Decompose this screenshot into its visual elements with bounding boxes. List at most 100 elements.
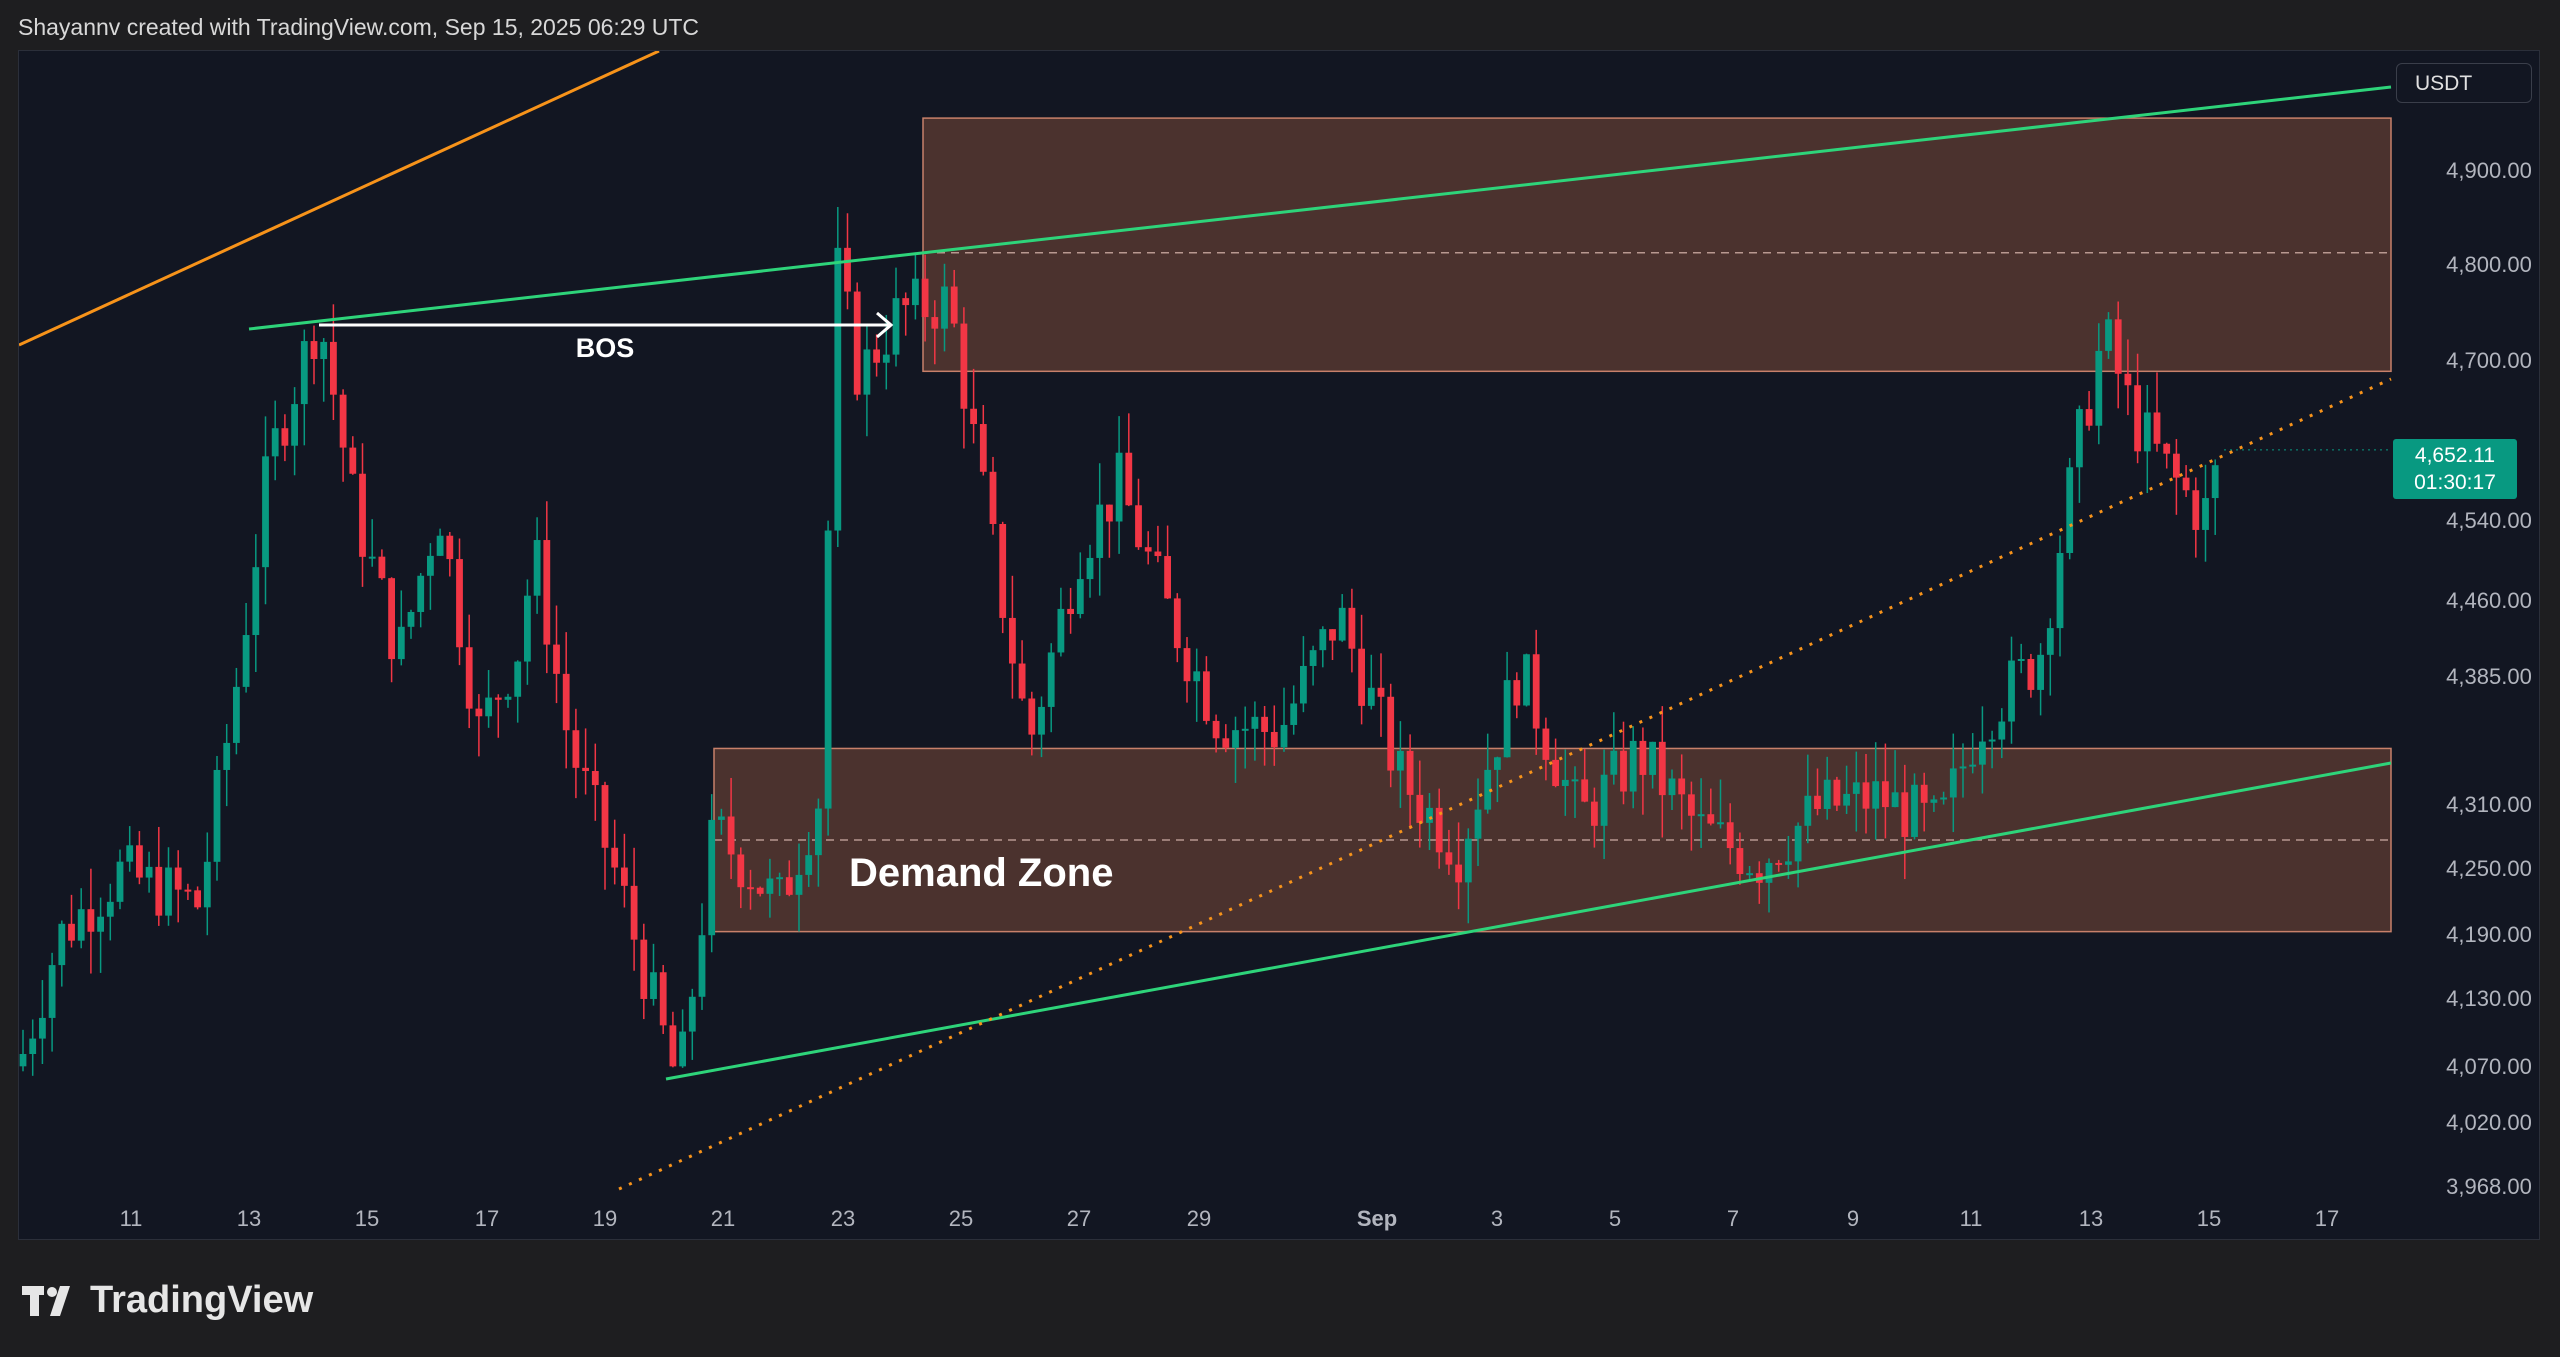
- candle-body: [1222, 738, 1230, 748]
- candle-body: [1018, 663, 1026, 699]
- candle-body: [1416, 794, 1424, 823]
- candle-body: [320, 341, 328, 360]
- chart-area[interactable]: 5,000.004,900.004,800.004,700.004,540.00…: [18, 50, 2540, 1240]
- candle-body: [1096, 504, 1104, 558]
- candle-body: [233, 686, 240, 743]
- last-price-value: 4,652.11: [2414, 444, 2496, 467]
- bar-countdown: 01:30:17: [2414, 471, 2496, 494]
- candle-body: [2143, 412, 2151, 452]
- candle-body: [582, 767, 589, 771]
- candle-body: [1309, 650, 1317, 666]
- candle-body: [640, 939, 648, 999]
- candle-body: [1445, 852, 1453, 865]
- x-tick-label: 27: [1067, 1206, 1091, 1231]
- candle-body: [1125, 452, 1133, 506]
- candle-body: [1959, 766, 1967, 769]
- candle-body: [1183, 648, 1191, 682]
- candle-body: [262, 456, 269, 568]
- y-tick-label: 4,385.00: [2446, 664, 2532, 689]
- trendlines-layer: [19, 51, 2392, 1191]
- candle-body: [291, 404, 298, 446]
- candle-body: [766, 878, 774, 894]
- candle-body: [960, 323, 968, 409]
- y-axis: 5,000.004,900.004,800.004,700.004,540.00…: [2446, 62, 2532, 1199]
- candle-body: [1144, 547, 1152, 552]
- candle-body: [2153, 412, 2161, 444]
- candle-body: [1261, 716, 1268, 732]
- candle-body: [2027, 658, 2035, 690]
- candle-body: [1629, 740, 1637, 792]
- candle-body: [1814, 795, 1821, 809]
- candle-body: [844, 247, 851, 292]
- candle-body: [1542, 728, 1550, 760]
- candle-body: [1746, 873, 1753, 876]
- candle-body: [1862, 782, 1870, 809]
- candle-body: [1639, 740, 1647, 775]
- candle-body: [912, 278, 919, 306]
- candle-body: [756, 887, 764, 894]
- x-tick-label: 25: [949, 1206, 973, 1231]
- candle-body: [1270, 731, 1278, 748]
- candle-body: [1823, 779, 1831, 809]
- candle-body: [1009, 617, 1016, 664]
- candle-body: [1571, 779, 1579, 782]
- candle-body: [126, 845, 134, 862]
- x-tick-label: 13: [2079, 1206, 2103, 1231]
- candle-body: [1658, 741, 1666, 796]
- candle-body: [2095, 350, 2103, 426]
- candle-body: [29, 1038, 37, 1055]
- candle-body: [1561, 779, 1569, 786]
- candle-body: [1785, 861, 1792, 865]
- candle-body: [1581, 779, 1589, 802]
- tradingview-logo[interactable]: TradingView: [22, 1279, 313, 1322]
- candle-body: [456, 559, 463, 648]
- candle-body: [1173, 598, 1181, 649]
- candle-body: [1435, 807, 1443, 853]
- candle-body: [19, 1054, 27, 1067]
- candle-body: [902, 298, 910, 306]
- candle-body: [921, 278, 929, 318]
- candle-body: [184, 889, 192, 892]
- candle-body: [853, 291, 861, 395]
- candle-body: [1911, 784, 1918, 837]
- x-tick-label: 11: [120, 1206, 143, 1231]
- x-tick-label: 9: [1847, 1206, 1859, 1231]
- candle-body: [1241, 728, 1249, 731]
- y-tick-label: 4,460.00: [2446, 588, 2532, 613]
- candle-body: [863, 349, 871, 395]
- candle-body: [155, 866, 163, 916]
- candle-body: [1979, 741, 1986, 765]
- candle-body: [2134, 385, 2141, 452]
- candle-body: [1076, 579, 1084, 615]
- candle-body: [271, 428, 279, 457]
- candle-body: [1338, 607, 1346, 641]
- candle-body: [378, 556, 386, 579]
- candle-body: [1203, 671, 1210, 721]
- x-tick-label: 13: [237, 1206, 261, 1231]
- candle-body: [2066, 467, 2074, 553]
- candle-body: [815, 808, 822, 856]
- candle-body: [1028, 698, 1036, 735]
- candle-body: [77, 909, 85, 941]
- candle-body: [533, 540, 541, 596]
- candle-body: [436, 535, 444, 556]
- upper-channel-line: [248, 85, 2392, 331]
- candle-body: [203, 861, 211, 908]
- x-tick-label: 17: [2315, 1206, 2339, 1231]
- candle-body: [2105, 319, 2112, 351]
- candle-body: [1494, 757, 1501, 770]
- candles-layer: [19, 207, 2219, 1076]
- candle-body: [1377, 687, 1385, 697]
- candle-body: [795, 874, 803, 895]
- candle-body: [1193, 671, 1201, 682]
- candle-body: [494, 697, 502, 700]
- y-tick-label: 4,020.00: [2446, 1110, 2532, 1135]
- currency-selector-button[interactable]: USDT: [2396, 63, 2532, 103]
- price-chart[interactable]: 5,000.004,900.004,800.004,700.004,540.00…: [19, 51, 2541, 1241]
- candle-body: [242, 635, 250, 687]
- candle-body: [591, 770, 599, 786]
- candle-body: [174, 867, 182, 890]
- y-tick-label: 4,800.00: [2446, 252, 2532, 277]
- candle-body: [1765, 862, 1773, 883]
- candle-body: [1290, 703, 1298, 725]
